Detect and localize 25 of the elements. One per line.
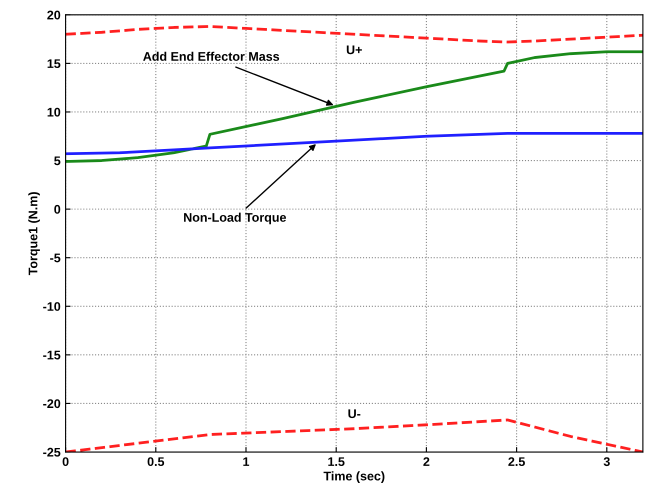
y-tick-label: 10 <box>48 108 60 117</box>
y-axis-title: Torque1 (N.m) <box>28 192 40 276</box>
series-label: U- <box>348 409 360 418</box>
y-tick-label: 5 <box>54 156 60 166</box>
annotation: Non-Load Torque <box>184 212 286 224</box>
y-tick-label: -25 <box>43 448 60 457</box>
x-tick-label: 1 <box>243 457 250 466</box>
line-series <box>66 132 643 156</box>
y-tick-label: 15 <box>48 59 60 68</box>
x-tick-label: 0 <box>62 457 69 466</box>
y-tick-label: -15 <box>43 350 60 360</box>
x-tick-label: 3 <box>604 457 610 466</box>
x-tick-label: 2.5 <box>508 457 525 466</box>
y-tick-label: -20 <box>43 399 60 408</box>
x-axis-title: Time (sec) <box>324 471 384 483</box>
x-tick-label: 1.5 <box>328 457 345 466</box>
line-series <box>66 25 643 44</box>
y-tick-label: -10 <box>43 302 60 311</box>
series-label: U+ <box>346 46 362 54</box>
y-tick-label: -5 <box>50 254 60 262</box>
y-tick-label: 0 <box>54 204 60 214</box>
x-tick-label: 0.5 <box>148 457 164 466</box>
annotation: Add End Effector Mass <box>143 52 280 61</box>
y-tick-label: 20 <box>47 10 60 20</box>
x-tick-label: 2 <box>423 457 430 466</box>
